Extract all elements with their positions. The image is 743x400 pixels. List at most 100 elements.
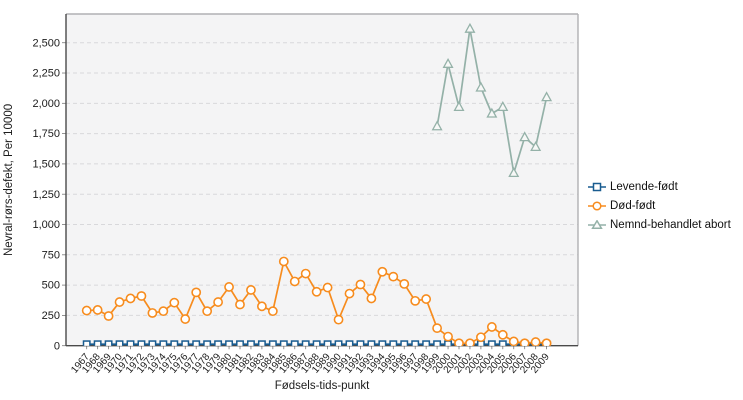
circle-marker	[443, 331, 453, 342]
triangle-marker	[431, 120, 443, 131]
square-marker	[82, 340, 91, 346]
square-marker	[236, 340, 244, 346]
square-marker	[192, 340, 201, 346]
circle-marker	[103, 311, 114, 321]
circle-marker	[246, 285, 256, 295]
square-marker	[214, 340, 223, 346]
triangle-marker	[508, 167, 520, 178]
circle-marker	[322, 282, 333, 293]
circle-marker	[169, 297, 180, 308]
square-marker	[323, 340, 332, 346]
square-marker	[334, 340, 343, 346]
y-tick-label: 750	[42, 249, 60, 261]
square-marker	[159, 340, 168, 346]
square-marker	[93, 340, 102, 346]
circle-marker	[454, 338, 464, 346]
y-axis-title: Nevral-rørs-defekt, Per 10000	[3, 103, 15, 257]
circle-marker	[508, 336, 519, 346]
circle-marker	[213, 297, 223, 307]
circle-marker	[125, 293, 136, 304]
circle-marker	[333, 314, 344, 325]
circle-marker	[410, 295, 421, 306]
triangle-marker	[530, 140, 542, 151]
circle-marker	[465, 338, 475, 346]
triangle-marker	[464, 22, 476, 33]
square-marker	[378, 340, 387, 346]
triangle-marker	[519, 131, 531, 142]
circle-marker	[311, 286, 322, 297]
y-tick-label: 1,250	[32, 189, 60, 201]
square-marker	[279, 340, 288, 346]
circle-marker	[355, 279, 366, 290]
circle-marker	[136, 291, 147, 301]
circle-marker	[256, 301, 267, 312]
y-tick-label: 2,500	[32, 37, 60, 49]
circle-marker	[399, 278, 410, 289]
square-marker	[312, 340, 321, 346]
circle-marker	[278, 256, 289, 267]
legend-label: Død-født	[610, 200, 656, 212]
square-marker	[345, 340, 354, 346]
circle-marker	[519, 338, 530, 346]
square-marker	[422, 340, 431, 346]
circle-marker	[344, 288, 355, 299]
circle-marker	[421, 294, 432, 304]
y-tick-label: 1,500	[32, 159, 60, 171]
y-tick-label: 1,750	[32, 128, 60, 140]
square-marker	[170, 340, 179, 346]
circle-marker	[191, 287, 202, 298]
square-marker	[411, 340, 420, 346]
y-tick-label: 250	[42, 310, 60, 322]
circle-marker	[475, 332, 486, 343]
circle-marker	[486, 322, 497, 332]
triangle-marker	[486, 107, 498, 118]
square-marker	[389, 340, 398, 346]
legend-item-levende-fodt: Levende-født	[588, 180, 731, 194]
circle-marker	[388, 271, 399, 282]
circle-marker	[202, 306, 213, 317]
square-marker	[301, 340, 310, 346]
circle-marker	[235, 299, 245, 310]
circle-marker	[300, 268, 311, 279]
circle-marker	[92, 305, 103, 315]
y-tick-label: 1,000	[32, 219, 60, 231]
circle-marker	[541, 338, 552, 346]
circle-marker	[224, 282, 234, 292]
triangle-marker	[541, 91, 553, 102]
circle-marker	[366, 293, 377, 304]
legend-item-dod-fodt: Død-født	[588, 199, 731, 213]
square-marker	[487, 340, 496, 346]
square-marker	[290, 340, 299, 346]
legend-item-nemnd-behandlet-abort: Nemnd-behandlet abort	[588, 218, 731, 232]
x-axis-title: Fødsels-tids-punkt	[274, 380, 370, 392]
square-marker	[400, 340, 409, 346]
circle-marker	[81, 305, 92, 316]
circle-marker	[267, 306, 278, 317]
circle-marker	[158, 306, 169, 317]
series-d-d-f-dt	[81, 256, 552, 346]
y-tick-label: 2,000	[32, 98, 60, 110]
series-nemnd-behandlet-abort	[431, 22, 553, 178]
circle-marker	[180, 314, 191, 324]
circle-marker	[289, 276, 300, 287]
circle-marker	[377, 266, 388, 277]
square-marker	[137, 340, 146, 346]
circle-marker	[530, 337, 541, 346]
circle-marker	[432, 323, 442, 334]
y-tick-label: 2,250	[32, 68, 60, 80]
square-marker	[356, 340, 365, 346]
square-marker	[433, 340, 442, 346]
square-marker-icon	[588, 182, 606, 192]
legend-label: Nemnd-behandlet abort	[610, 219, 731, 231]
square-marker	[203, 340, 212, 346]
triangle-marker-icon	[588, 220, 606, 229]
triangle-marker	[475, 81, 487, 92]
circle-marker	[497, 329, 508, 340]
circle-marker	[147, 308, 158, 318]
square-marker	[367, 340, 376, 346]
square-marker	[257, 340, 266, 346]
chart-legend: Levende-født Død-født Nemnd-behandlet ab…	[588, 180, 731, 232]
legend-label: Levende-født	[610, 181, 678, 193]
